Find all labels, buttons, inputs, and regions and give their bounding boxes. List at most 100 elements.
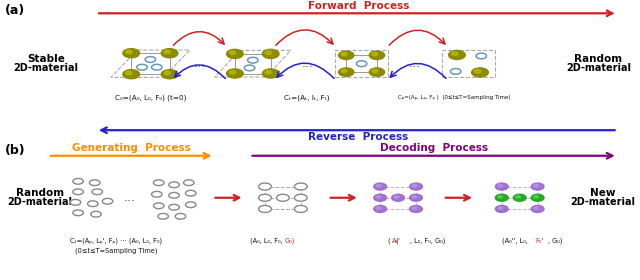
Circle shape (369, 68, 385, 76)
Circle shape (294, 194, 307, 201)
Circle shape (495, 183, 508, 190)
Circle shape (472, 68, 488, 77)
Text: , G₀): , G₀) (548, 237, 563, 244)
Circle shape (164, 50, 170, 54)
Circle shape (449, 50, 465, 60)
Circle shape (262, 49, 279, 59)
Circle shape (531, 183, 544, 190)
Circle shape (412, 195, 417, 198)
Text: New: New (590, 188, 616, 197)
Text: 2D-material: 2D-material (13, 63, 79, 73)
Circle shape (498, 184, 502, 187)
Circle shape (534, 184, 538, 187)
Text: Random: Random (15, 188, 64, 197)
Text: (A₀'', L₀,: (A₀'', L₀, (502, 237, 528, 244)
Circle shape (169, 182, 179, 188)
Circle shape (498, 207, 502, 209)
Text: Cₜ=(Aₚ, Lₚ', Fₚ) ⋯ (A₀, L₀, F₀): Cₜ=(Aₚ, Lₚ', Fₚ) ⋯ (A₀, L₀, F₀) (70, 237, 163, 244)
Circle shape (376, 195, 381, 198)
Circle shape (259, 206, 271, 213)
Circle shape (276, 194, 289, 201)
Text: , L₀, F₀, G₀): , L₀, F₀, G₀) (410, 237, 445, 244)
Circle shape (152, 64, 162, 70)
Text: (A₀, L₀, F₀,: (A₀, L₀, F₀, (250, 237, 283, 244)
Circle shape (164, 71, 170, 75)
Circle shape (451, 52, 458, 55)
Circle shape (70, 199, 81, 205)
Circle shape (259, 194, 271, 201)
Circle shape (175, 213, 186, 219)
Circle shape (152, 192, 162, 197)
Text: Random: Random (574, 54, 623, 64)
Circle shape (229, 51, 236, 54)
Circle shape (376, 184, 381, 187)
Text: Forward  Process: Forward Process (308, 1, 409, 11)
Circle shape (125, 50, 132, 54)
Circle shape (394, 195, 399, 198)
Circle shape (412, 207, 417, 209)
Circle shape (145, 57, 156, 62)
Text: Stable: Stable (27, 54, 65, 64)
Text: 2D-material: 2D-material (566, 63, 631, 73)
Circle shape (259, 183, 271, 190)
Circle shape (102, 198, 113, 204)
Circle shape (410, 194, 422, 201)
Text: ...: ... (409, 57, 420, 70)
Circle shape (376, 207, 381, 209)
Circle shape (248, 57, 258, 63)
Circle shape (161, 70, 178, 79)
Circle shape (244, 65, 255, 71)
Circle shape (184, 180, 194, 186)
Text: (b): (b) (5, 144, 26, 157)
Circle shape (531, 206, 544, 213)
Text: ...: ... (124, 191, 135, 204)
Text: A₀': A₀' (392, 238, 401, 244)
Circle shape (474, 69, 481, 73)
Circle shape (341, 53, 347, 56)
Text: G₀): G₀) (284, 237, 294, 244)
Circle shape (495, 194, 508, 201)
Circle shape (169, 192, 179, 198)
Circle shape (392, 194, 404, 201)
Circle shape (123, 49, 140, 58)
Circle shape (498, 195, 502, 198)
Text: (: ( (396, 237, 398, 244)
Bar (335, 50, 388, 77)
Circle shape (161, 49, 178, 58)
Circle shape (158, 213, 168, 219)
Text: Decoding  Process: Decoding Process (380, 143, 488, 153)
Circle shape (476, 53, 486, 59)
Circle shape (534, 195, 538, 198)
Circle shape (356, 61, 367, 67)
Bar (442, 50, 495, 77)
Circle shape (229, 71, 236, 74)
Circle shape (513, 194, 526, 201)
Text: Generating  Process: Generating Process (72, 143, 191, 153)
Circle shape (73, 178, 83, 184)
Circle shape (88, 201, 98, 207)
Circle shape (265, 71, 271, 74)
Circle shape (410, 183, 422, 190)
Circle shape (369, 51, 385, 60)
Circle shape (227, 69, 243, 78)
Circle shape (169, 204, 179, 210)
Circle shape (123, 70, 140, 79)
Text: ...: ... (194, 57, 205, 70)
Circle shape (372, 53, 378, 56)
Circle shape (73, 189, 83, 195)
Circle shape (154, 180, 164, 186)
Circle shape (495, 206, 508, 213)
Text: (a): (a) (5, 4, 26, 17)
Circle shape (341, 69, 347, 73)
Text: C₀=(A₀, L₀, F₀) (t=0): C₀=(A₀, L₀, F₀) (t=0) (115, 94, 186, 101)
Circle shape (339, 68, 354, 76)
Circle shape (137, 64, 147, 70)
Circle shape (372, 69, 378, 73)
Circle shape (92, 189, 102, 195)
Circle shape (534, 207, 538, 209)
Circle shape (412, 184, 417, 187)
Circle shape (516, 195, 520, 198)
Circle shape (374, 183, 387, 190)
Circle shape (339, 51, 354, 60)
Circle shape (154, 203, 164, 209)
